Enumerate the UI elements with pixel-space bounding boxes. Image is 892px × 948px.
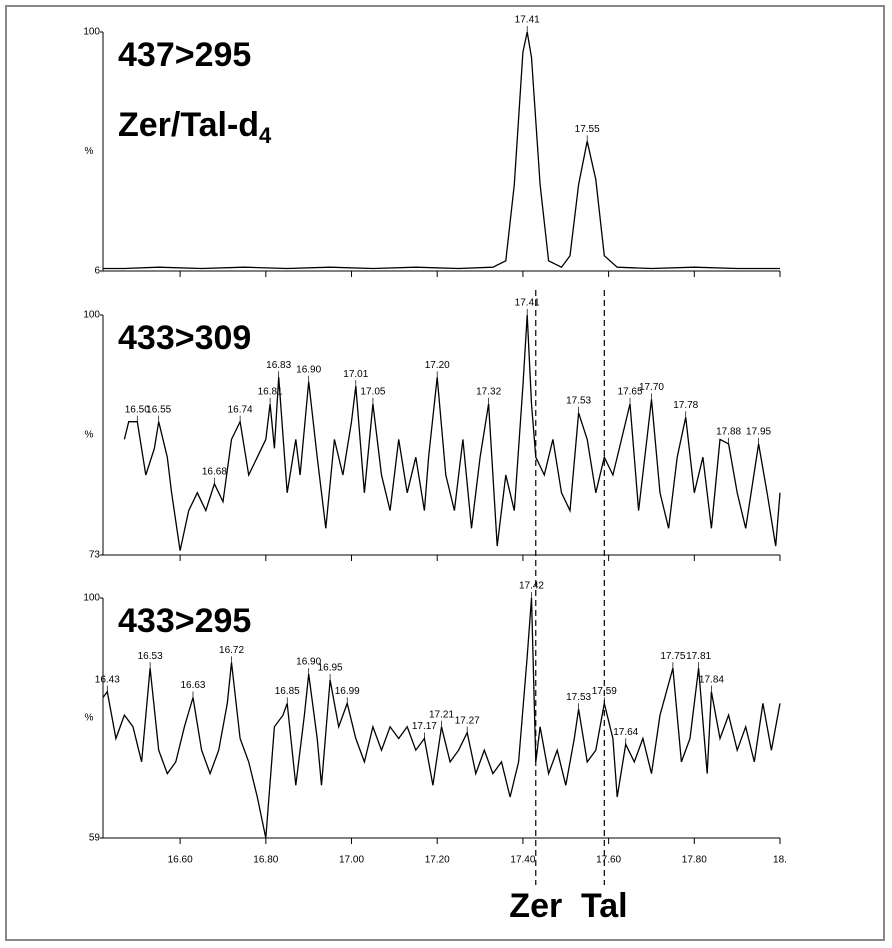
peak-label: 17.17 (412, 721, 437, 732)
peak-label: 17.05 (360, 387, 385, 398)
peak-label: 17.32 (476, 387, 501, 398)
x-tick-label: 17.20 (425, 855, 450, 866)
peak-label: 16.81 (258, 387, 283, 398)
peak-label: 17.20 (425, 360, 450, 371)
peak-label: 17.53 (566, 395, 591, 406)
peak-label: 16.99 (335, 686, 360, 697)
peak-label: 16.74 (228, 404, 253, 415)
peak-label: 16.68 (202, 467, 227, 478)
y-axis-label: % (85, 430, 94, 441)
peak-label: 17.81 (686, 651, 711, 662)
x-tick-label: 18. (773, 855, 787, 866)
subtitle-subscript: 4 (259, 123, 272, 148)
peak-label: 17.65 (618, 387, 643, 398)
y-tick-label: 6 (94, 266, 100, 277)
panel-title: 433>309 (118, 319, 251, 357)
y-tick-label: 100 (83, 593, 100, 604)
peak-label: 16.63 (180, 680, 205, 691)
y-tick-label: 100 (83, 27, 100, 38)
peak-label: 16.43 (95, 674, 120, 685)
peak-label: 17.41 (515, 298, 540, 309)
panel-title: 437>295 (118, 36, 251, 74)
peak-label: 17.27 (455, 715, 480, 726)
peak-label: 17.78 (673, 400, 698, 411)
peak-label: 17.01 (343, 369, 368, 380)
x-tick-label: 16.80 (253, 855, 278, 866)
panel-subtitle: Zer/Tal-d4 (118, 106, 272, 148)
peak-label: 17.88 (716, 427, 741, 438)
peak-label: 17.75 (660, 651, 685, 662)
y-axis-label: % (85, 146, 94, 157)
peak-label: 17.70 (639, 382, 664, 393)
peak-label: 16.50 (125, 404, 150, 415)
y-tick-label: 59 (89, 833, 101, 844)
peak-label: 17.21 (429, 709, 454, 720)
peak-label: 16.95 (318, 663, 343, 674)
subtitle-text: Zer/Tal-d (118, 106, 259, 144)
peak-label: 17.55 (575, 124, 600, 135)
peak-label: 17.53 (566, 692, 591, 703)
panel-title: 433>295 (118, 602, 251, 640)
peak-label: 17.42 (519, 581, 544, 592)
y-tick-label: 73 (89, 550, 101, 561)
peak-label: 17.84 (699, 674, 724, 685)
x-tick-label: 17.60 (596, 855, 621, 866)
trace (102, 597, 781, 839)
x-tick-label: 17.00 (339, 855, 364, 866)
peak-label: 16.83 (266, 360, 291, 371)
peak-label: 16.85 (275, 686, 300, 697)
x-tick-label: 17.80 (682, 855, 707, 866)
peak-label: 17.64 (613, 727, 638, 738)
peak-label: 16.90 (296, 657, 321, 668)
peak-label: 17.41 (515, 15, 540, 26)
peak-label: 17.95 (746, 427, 771, 438)
y-tick-label: 100 (83, 310, 100, 321)
peak-label: 16.72 (219, 645, 244, 656)
y-axis-label: % (85, 713, 94, 724)
x-tick-label: 16.60 (168, 855, 193, 866)
marker-label: Zer (509, 887, 562, 925)
x-tick-label: 17.40 (510, 855, 535, 866)
peak-label: 16.90 (296, 364, 321, 375)
peak-label: 16.55 (146, 404, 171, 415)
marker-label: Tal (581, 887, 628, 925)
peak-label: 16.53 (138, 651, 163, 662)
